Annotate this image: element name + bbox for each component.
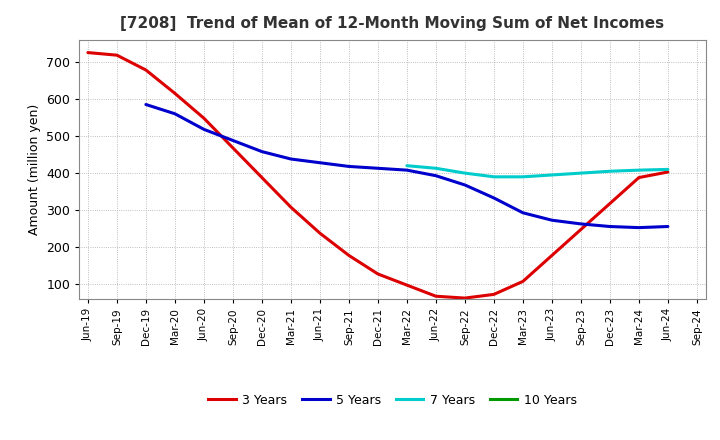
Y-axis label: Amount (million yen): Amount (million yen)	[27, 104, 40, 235]
Legend: 3 Years, 5 Years, 7 Years, 10 Years: 3 Years, 5 Years, 7 Years, 10 Years	[203, 389, 582, 411]
Title: [7208]  Trend of Mean of 12-Month Moving Sum of Net Incomes: [7208] Trend of Mean of 12-Month Moving …	[120, 16, 665, 32]
